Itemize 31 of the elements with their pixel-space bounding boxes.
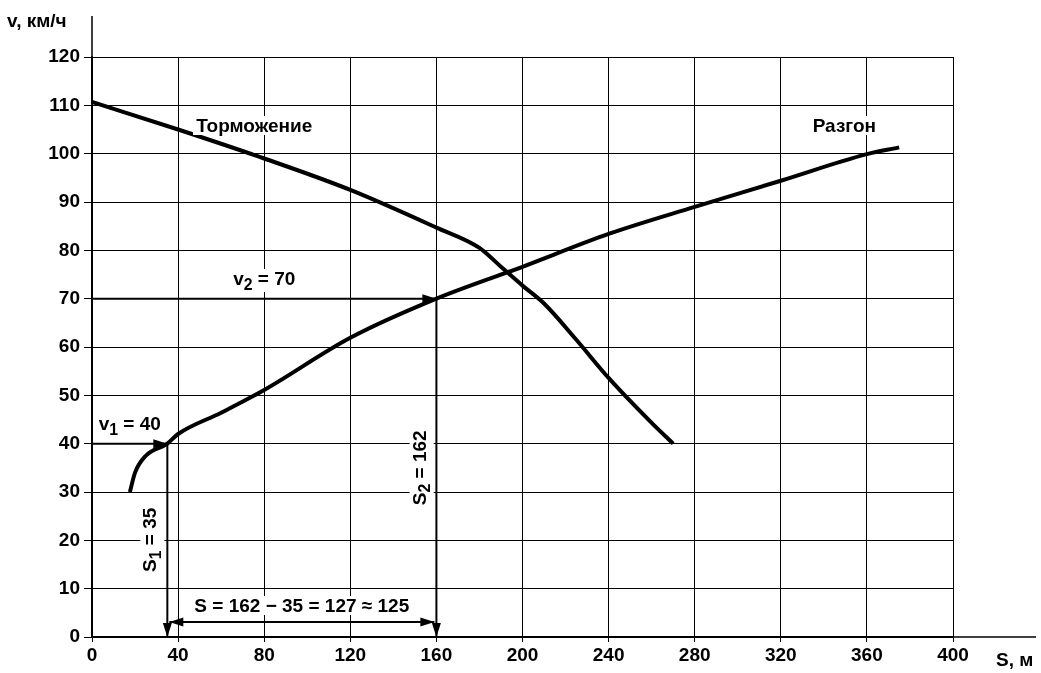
x-tick-label: 400 xyxy=(937,643,969,665)
y-tick-label: 30 xyxy=(58,480,80,502)
y-tick-label: 110 xyxy=(49,93,80,115)
x-axis-title: S, м xyxy=(993,648,1037,670)
x-tick-label: 80 xyxy=(253,643,275,665)
annotation: v$_{2}$ = 70 xyxy=(230,267,299,293)
x-tick-label: 40 xyxy=(167,643,189,665)
y-axis-title: v, км/ч xyxy=(4,9,70,31)
series-label: Разгон xyxy=(809,114,880,136)
x-tick-label: 280 xyxy=(678,643,711,665)
annotation: S = 162 − 35 = 127 ≈ 125 xyxy=(191,594,413,616)
y-tick-label: 0 xyxy=(69,625,80,647)
x-tick-label: 0 xyxy=(86,643,98,665)
y-tick-label: 10 xyxy=(58,576,80,598)
x-tick-label: 360 xyxy=(851,643,883,665)
y-tick-label: 100 xyxy=(48,141,80,163)
x-tick-label: 120 xyxy=(334,643,367,665)
y-tick-label: 20 xyxy=(58,528,80,550)
y-tick-label: 80 xyxy=(58,238,80,260)
y-tick-label: 70 xyxy=(58,286,80,308)
y-tick-label: 40 xyxy=(58,431,80,453)
annotation: v$_{1}$ = 40 xyxy=(95,412,164,438)
y-tick-label: 120 xyxy=(48,45,80,67)
x-tick-label: 320 xyxy=(764,643,797,665)
x-tick-label: 200 xyxy=(506,643,539,665)
y-tick-label: 90 xyxy=(58,190,80,212)
x-tick-label: 240 xyxy=(592,643,625,665)
y-tick-label: 50 xyxy=(58,383,80,405)
x-tick-label: 160 xyxy=(420,643,453,665)
y-tick-label: 60 xyxy=(58,335,80,357)
series-label: Торможение xyxy=(193,115,316,136)
